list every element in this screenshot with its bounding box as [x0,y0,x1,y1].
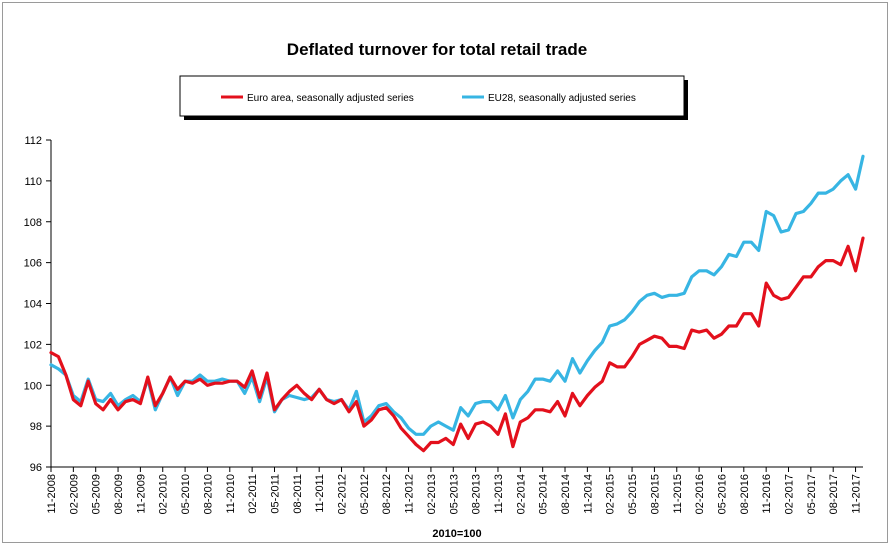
x-tick-label: 11-2016 [761,474,773,514]
x-tick-label: 11-2008 [46,474,58,514]
legend-box [179,75,685,117]
x-tick-label: 11-2017 [851,474,863,514]
x-tick-label: 11-2011 [314,474,326,513]
x-tick-label: 08-2016 [739,474,751,514]
x-tick-label: 05-2011 [269,474,281,514]
x-tick-label: 08-2011 [292,474,304,514]
x-tick-label: 05-2015 [627,474,639,514]
x-tick-label: 02-2010 [158,474,170,514]
retail-trade-chart: Deflated turnover for total retail trade… [24,40,865,540]
x-tick-label: 02-2011 [247,474,259,514]
series-line-eu28 [49,154,865,436]
x-tick-label: 05-2010 [180,474,192,514]
legend-label-euro-area: Euro area, seasonally adjusted series [247,93,414,104]
y-tick-label: 102 [24,339,42,351]
x-tick-label: 05-2016 [716,474,728,514]
y-tick-label: 100 [24,380,42,392]
x-tick-label: 08-2010 [202,474,214,514]
x-tick-label: 05-2012 [359,474,371,514]
series-layer [49,154,865,453]
x-tick-label: 02-2014 [515,474,527,514]
x-tick-label: 08-2012 [381,474,393,514]
x-tick-label: 11-2015 [672,474,684,514]
legend-label-eu28: EU28, seasonally adjusted series [488,93,636,104]
x-tick-label: 02-2013 [426,474,438,514]
x-axis: 11-2008 02-2009 05-2009 08-2009 11-2009 02-20… [46,466,863,514]
x-tick-label: 11-2009 [135,474,147,514]
y-axis: 96 98 100 102 104 106 108 110 112 [24,135,52,474]
x-tick-label: 02-2017 [784,474,796,514]
x-tick-label: 08-2014 [560,474,572,514]
x-tick-label: 05-2009 [91,474,103,514]
x-tick-label: 02-2012 [337,474,349,514]
x-tick-label: 05-2017 [806,474,818,514]
y-tick-label: 104 [24,299,42,311]
y-tick-label: 110 [24,176,42,188]
x-tick-label: 11-2012 [404,474,416,514]
chart-title: Deflated turnover for total retail trade [287,40,587,59]
x-tick-label: 11-2014 [582,474,594,514]
series-line-euro-area [49,236,865,453]
x-tick-label: 08-2013 [471,474,483,514]
y-tick-label: 98 [30,421,42,433]
x-tick-label: 05-2014 [538,474,550,514]
x-tick-label: 02-2015 [605,474,617,514]
x-tick-label: 11-2010 [225,474,237,514]
x-tick-label: 11-2013 [493,474,505,514]
x-tick-label: 08-2017 [828,474,840,514]
x-tick-label: 05-2013 [448,474,460,514]
x-tick-label: 02-2009 [68,474,80,514]
y-tick-label: 108 [24,217,42,229]
x-axis-label: 2010=100 [432,528,481,540]
y-tick-label: 96 [30,462,42,474]
x-tick-label: 08-2015 [649,474,661,514]
y-tick-label: 112 [24,135,42,147]
x-tick-label: 08-2009 [113,474,125,514]
y-tick-label: 106 [24,258,42,270]
x-tick-label: 02-2016 [694,474,706,514]
legend: Euro area, seasonally adjusted series EU… [179,75,688,120]
